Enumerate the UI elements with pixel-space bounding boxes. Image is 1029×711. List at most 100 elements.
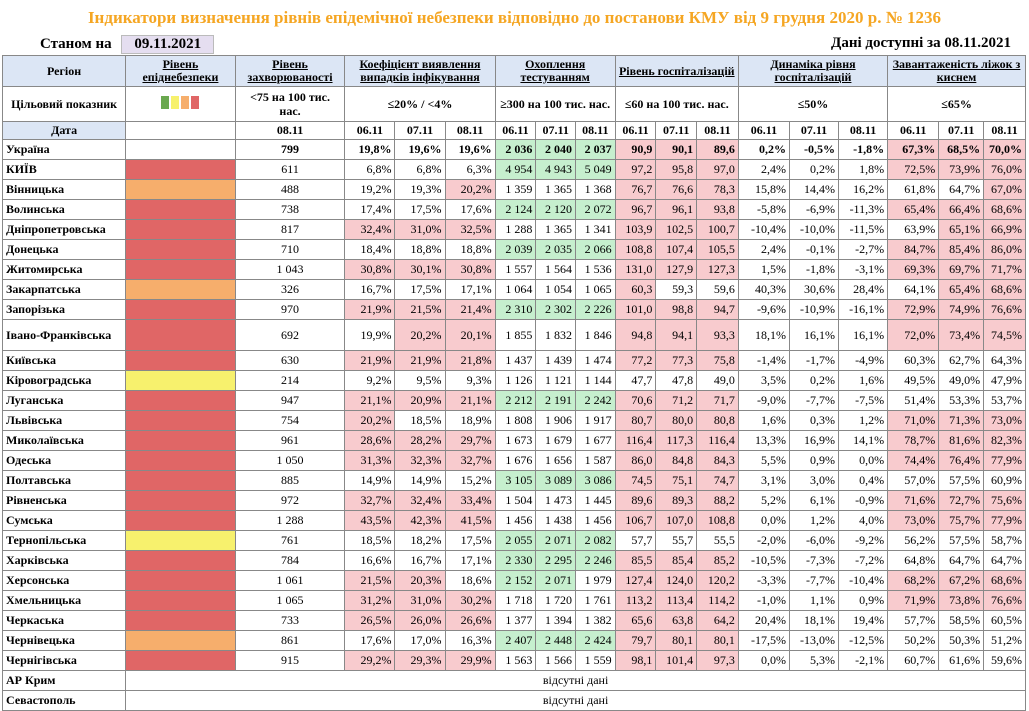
detection-cell: 17,0% — [394, 630, 446, 651]
detection-cell: 21,9% — [344, 299, 396, 320]
detection-cell: 14,9% — [394, 470, 446, 491]
detection-cell: 20,9% — [394, 390, 446, 411]
testing-cell: 1 365 — [535, 219, 576, 240]
oxygen-cell: 58,7% — [983, 530, 1026, 551]
oxygen-cell: 64,7% — [983, 550, 1026, 571]
hosp-cell: 90,1 — [655, 139, 698, 160]
oxygen-cell: 73,0% — [887, 510, 940, 531]
hosp-dyn-cell: 2,4% — [737, 159, 791, 180]
testing-cell: 1 365 — [535, 179, 576, 200]
hosp-cell: 90,9 — [614, 139, 657, 160]
hosp-dyn-cell: -16,1% — [838, 299, 889, 320]
hosp-cell: 94,1 — [655, 319, 698, 351]
oxygen-cell: 51,2% — [983, 630, 1026, 651]
hosp-cell: 127,4 — [614, 570, 657, 591]
hosp-dyn-cell: -11,5% — [838, 219, 889, 240]
incidence-cell: 692 — [234, 319, 346, 351]
missing-row: АР Крим відсутні дані — [1, 670, 1026, 691]
table-row: Україна 799 19,8% 19,6% 19,6% 2 036 2 040 2 037… — [1, 139, 1026, 160]
testing-cell: 3 105 — [494, 470, 537, 491]
hosp-cell: 108,8 — [696, 510, 739, 531]
region-name: Миколаївська — [1, 430, 127, 451]
level-cell — [125, 299, 236, 320]
oxygen-cell: 50,2% — [887, 630, 940, 651]
testing-cell: 1 341 — [574, 219, 616, 240]
testing-cell: 1 855 — [494, 319, 537, 351]
testing-cell: 1 473 — [535, 490, 576, 511]
hosp-cell: 101,4 — [655, 650, 698, 671]
hosp-cell: 55,5 — [696, 530, 739, 551]
hosp-cell: 97,0 — [696, 159, 739, 180]
table-row: Чернігівська 915 29,2% 29,3% 29,9% 1 563 1 566… — [1, 650, 1026, 671]
oxygen-cell: 53,7% — [983, 390, 1026, 411]
oxygen-cell: 58,5% — [938, 610, 985, 631]
detection-cell: 29,3% — [394, 650, 446, 671]
hosp-cell: 59,6 — [696, 279, 739, 300]
hosp-dyn-cell: 0,2% — [788, 159, 840, 180]
testing-cell: 1 368 — [574, 179, 616, 200]
incidence-cell: 972 — [234, 490, 346, 511]
detection-cell: 19,6% — [444, 139, 496, 160]
oxygen-cell: 75,6% — [983, 490, 1026, 511]
oxygen-cell: 76,4% — [938, 450, 985, 471]
table-row: Хмельницька 1 065 31,2% 31,0% 30,2% 1 718 1 72… — [1, 590, 1026, 611]
hosp-cell: 85,4 — [655, 550, 698, 571]
detection-cell: 19,3% — [394, 179, 446, 200]
level-cell — [125, 239, 236, 260]
oxygen-cell: 60,7% — [887, 650, 940, 671]
oxygen-cell: 73,9% — [938, 159, 985, 180]
hosp-dyn-cell: 1,5% — [737, 259, 791, 280]
hosp-dyn-cell: -11,3% — [838, 199, 889, 220]
testing-cell: 2 124 — [494, 199, 537, 220]
hosp-cell: 107,0 — [655, 510, 698, 531]
oxygen-cell: 74,9% — [938, 299, 985, 320]
incidence-cell: 738 — [234, 199, 346, 220]
hosp-cell: 117,3 — [655, 430, 698, 451]
hosp-cell: 105,5 — [696, 239, 739, 260]
hosp-dyn-cell: -7,7% — [788, 390, 840, 411]
swatch-yellow-icon — [171, 96, 180, 109]
testing-cell: 1 382 — [574, 610, 616, 631]
hosp-cell: 65,6 — [614, 610, 657, 631]
detection-cell: 20,2% — [344, 410, 396, 431]
level-cell — [125, 590, 236, 611]
testing-cell: 1 288 — [494, 219, 537, 240]
incidence-cell: 488 — [234, 179, 346, 200]
date-hosp-3: 08.11 — [696, 121, 739, 140]
hosp-dyn-cell: -2,7% — [838, 239, 889, 260]
region-name: Житомирська — [1, 259, 127, 280]
testing-cell: 1 456 — [574, 510, 616, 531]
hosp-dyn-cell: 20,4% — [737, 610, 791, 631]
hosp-dyn-cell: -10,4% — [838, 570, 889, 591]
hosp-cell: 47,8 — [655, 370, 698, 391]
hosp-dyn-cell: -1,4% — [737, 350, 791, 371]
testing-cell: 2 295 — [535, 550, 576, 571]
detection-cell: 9,5% — [394, 370, 446, 391]
hosp-cell: 84,3 — [696, 450, 739, 471]
hosp-dyn-cell: 28,4% — [838, 279, 889, 300]
date-level — [125, 121, 236, 140]
level-cell — [125, 410, 236, 431]
hosp-dyn-cell: 5,5% — [737, 450, 791, 471]
testing-cell: 1 563 — [494, 650, 537, 671]
hosp-dyn-cell: 3,5% — [737, 370, 791, 391]
date-oxy-2: 07.11 — [938, 121, 985, 140]
region-name: Київська — [1, 350, 127, 371]
level-legend — [125, 86, 236, 122]
table-row: Запорізька 970 21,9% 21,5% 21,4% 2 310 2 302 2 … — [1, 299, 1026, 320]
region-name: Івано-Франківська — [1, 319, 127, 351]
table-row: Кіровоградська 214 9,2% 9,5% 9,3% 1 126 1 121 1… — [1, 370, 1026, 391]
testing-cell: 2 310 — [494, 299, 537, 320]
region-name: Харківська — [1, 550, 127, 571]
oxygen-cell: 66,4% — [938, 199, 985, 220]
oxygen-cell: 81,6% — [938, 430, 985, 451]
testing-cell: 2 072 — [574, 199, 616, 220]
hosp-dyn-cell: -3,3% — [737, 570, 791, 591]
testing-cell: 1 979 — [574, 570, 616, 591]
level-cell — [125, 350, 236, 371]
hosp-cell: 103,9 — [614, 219, 657, 240]
table-row: Миколаївська 961 28,6% 28,2% 29,7% 1 673 1 679… — [1, 430, 1026, 451]
hosp-cell: 107,4 — [655, 239, 698, 260]
target-oxygen: ≤65% — [887, 86, 1026, 122]
testing-cell: 2 407 — [494, 630, 537, 651]
